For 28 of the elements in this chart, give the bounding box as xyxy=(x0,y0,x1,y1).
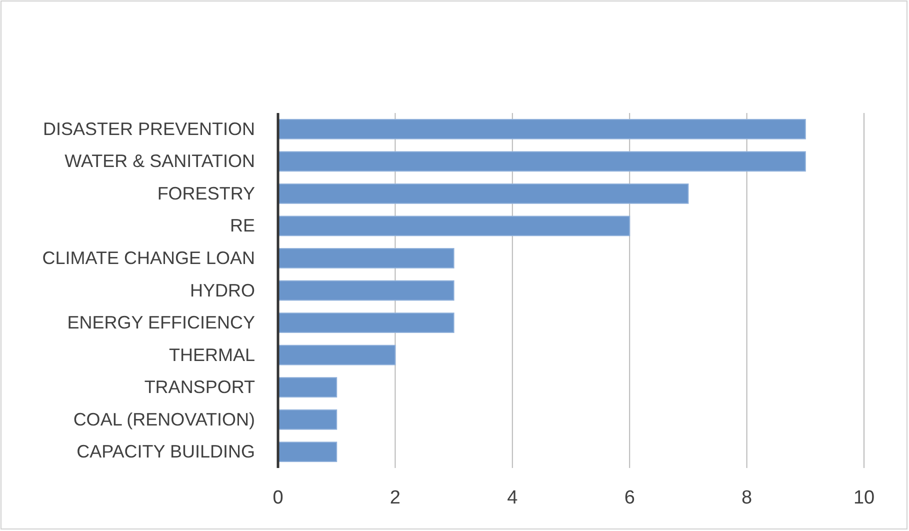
y-tick-label: COAL (RENOVATION) xyxy=(73,409,255,430)
y-tick-label: FORESTRY xyxy=(157,183,255,204)
y-tick-label: THERMAL xyxy=(168,344,255,365)
y-tick-label: RE xyxy=(230,216,255,236)
x-tick-label: 4 xyxy=(507,487,518,508)
y-tick-label: CLIMATE CHANGE LOAN xyxy=(42,248,255,268)
x-tick-label: 8 xyxy=(742,487,752,508)
bar xyxy=(278,312,454,333)
x-tick-label: 0 xyxy=(272,487,284,508)
bar xyxy=(278,409,338,430)
bar xyxy=(278,151,806,172)
bar xyxy=(278,184,689,204)
y-tick-label: TRANSPORT xyxy=(144,377,255,398)
bar xyxy=(278,216,630,236)
y-tick-label: HYDRO xyxy=(190,280,255,300)
bar xyxy=(278,280,454,301)
x-tick-label: 2 xyxy=(390,487,400,508)
y-tick-label: ENERGY EFFICIENCY xyxy=(67,312,255,333)
y-tick-label: CAPACITY BUILDING xyxy=(76,442,255,462)
bar xyxy=(278,442,338,462)
bar xyxy=(278,248,454,268)
y-tick-label: WATER & SANITATION xyxy=(64,151,255,172)
bar xyxy=(278,377,338,398)
bar xyxy=(278,118,806,140)
x-tick-label: 6 xyxy=(624,487,635,508)
bar xyxy=(278,344,396,366)
y-tick-label: DISASTER PREVENTION xyxy=(42,118,255,139)
x-tick-label: 10 xyxy=(853,487,875,508)
